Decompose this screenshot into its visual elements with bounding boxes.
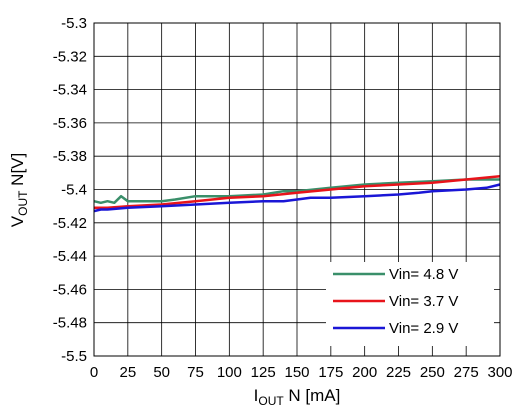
x-tick-label: 200 (352, 364, 377, 381)
x-axis-ticks: 0 25 50 75 100 125 150 175 200 225 250 275 300 (90, 364, 513, 381)
y-axis-title-main: V (8, 215, 27, 227)
series-line-3 (93, 183, 501, 213)
y-tick-label: -5.44 (53, 248, 87, 265)
legend-label: Vin= 4.8 V (389, 266, 458, 283)
y-tick-label: -5.46 (53, 281, 87, 298)
y-tick-label: -5.34 (53, 82, 87, 99)
x-tick-label: 150 (284, 364, 309, 381)
y-tick-label: -5.42 (53, 215, 87, 232)
series-lines (93, 174, 501, 213)
y-tick-label: -5.32 (53, 48, 87, 65)
legend: Vin= 4.8 V Vin= 3.7 V Vin= 2.9 V (326, 262, 494, 346)
x-axis-title: IOUT N [mA] (254, 386, 341, 408)
x-tick-label: 225 (386, 364, 411, 381)
y-tick-label: -5.38 (53, 148, 87, 165)
legend-box (326, 262, 494, 346)
x-tick-label: 275 (454, 364, 479, 381)
x-axis-title-rest: N [mA] (284, 386, 341, 405)
series-line-1 (93, 178, 500, 205)
x-tick-label: 300 (487, 364, 512, 381)
y-tick-label: -5.4 (61, 182, 87, 199)
y-tick-label: -5.3 (61, 15, 87, 32)
x-tick-label: 100 (217, 364, 242, 381)
series-line-2 (94, 174, 501, 210)
x-tick-label: 0 (90, 364, 98, 381)
y-axis-ticks: -5.3 -5.32 -5.34 -5.36 -5.38 -5.4 -5.42 -5.44 -5… (53, 15, 87, 365)
plot-frame (93, 22, 501, 357)
x-tick-label: 250 (420, 364, 445, 381)
x-tick-label: 175 (318, 364, 343, 381)
y-tick-label: -5.5 (61, 348, 87, 365)
y-tick-label: -5.48 (53, 315, 87, 332)
y-axis-title-rest: N[V] (8, 153, 27, 191)
x-axis-title-main: I (254, 386, 259, 405)
x-tick-label: 25 (119, 364, 136, 381)
x-tick-label: 50 (153, 364, 170, 381)
x-tick-label: 125 (251, 364, 276, 381)
legend-label: Vin= 3.7 V (389, 293, 458, 310)
y-tick-label: -5.36 (53, 115, 87, 132)
y-axis-title-sub: OUT (16, 190, 30, 216)
x-tick-label: 75 (187, 364, 204, 381)
y-axis-title: VOUT N[V] (8, 153, 30, 227)
x-axis-title-sub: OUT (258, 394, 284, 408)
legend-label: Vin= 2.9 V (389, 320, 458, 337)
